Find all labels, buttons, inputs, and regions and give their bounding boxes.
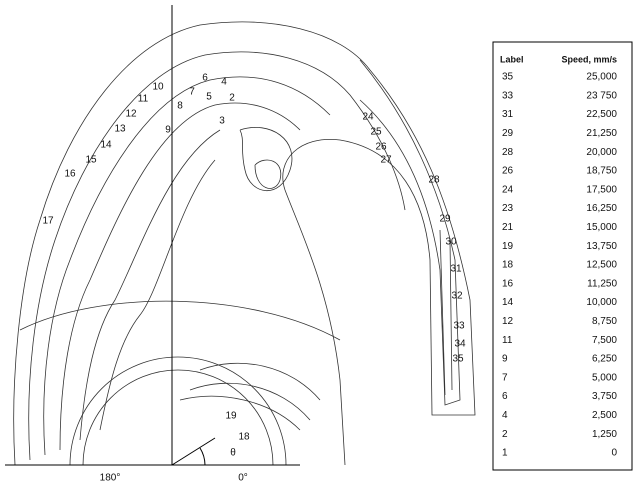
table-cell: 4 [502, 410, 508, 421]
contour-label: 3 [219, 116, 225, 127]
contour-drawing [5, 5, 476, 466]
table-cell: 16 [502, 278, 514, 289]
table-cell: 29 [502, 128, 514, 139]
table-cell: 23 [502, 203, 514, 214]
contour-label: 12 [125, 109, 137, 120]
table-cell: 2,500 [592, 410, 617, 421]
table-cell: 33 [502, 90, 514, 101]
angle-ray [171, 437, 216, 466]
angle-arc [199, 447, 206, 466]
table-cell: 5,000 [592, 372, 617, 383]
table-cell: 6,250 [592, 354, 617, 365]
table-cell: 9 [502, 354, 508, 365]
table-cell: 20,000 [586, 147, 617, 158]
contour-label: 31 [450, 264, 462, 275]
contour-label: 19 [225, 411, 237, 422]
contour-label: 32 [451, 291, 463, 302]
table-cell: 12 [502, 316, 514, 327]
table-cell: 21,250 [586, 128, 617, 139]
table-cell: 18,750 [586, 166, 617, 177]
table-cell: 1 [502, 448, 508, 459]
contour-label: 16 [64, 169, 76, 180]
contour-label: 28 [428, 175, 440, 186]
contour-label: 30 [445, 237, 457, 248]
contour-label: 26 [375, 142, 387, 153]
table-cell: 16,250 [586, 203, 617, 214]
contour-label: 24 [362, 112, 374, 123]
table-cell: 17,500 [586, 184, 617, 195]
table-cell: 21 [502, 222, 514, 233]
contour-label: 10 [152, 82, 164, 93]
table-cell: 26 [502, 166, 514, 177]
contour-label: 6 [202, 73, 208, 84]
table-cell: 11 [502, 335, 513, 346]
angle-label: 0° [238, 473, 248, 484]
table-cell: 28 [502, 147, 514, 158]
table-header: Speed, mm/s [561, 54, 617, 64]
impeller-arc [82, 369, 274, 466]
contour-label: 15 [85, 155, 97, 166]
table-cell: 8,750 [592, 316, 617, 327]
table-cell: 11,250 [587, 278, 617, 289]
contour-label: 14 [100, 140, 112, 151]
contour-label: 25 [370, 127, 382, 138]
contour-label: 5 [206, 92, 212, 103]
table-cell: 1,250 [592, 429, 617, 440]
angle-label: 180° [100, 473, 121, 484]
contour-label: 4 [221, 77, 227, 88]
table-cell: 7 [502, 372, 508, 383]
table-cell: 2 [502, 429, 508, 440]
table-cell: 25,000 [586, 72, 617, 83]
table-cell: 22,500 [586, 109, 617, 120]
table-cell: 35 [502, 72, 514, 83]
contour-label: 11 [138, 94, 149, 105]
contour-label: 33 [453, 321, 465, 332]
table-header: Label [500, 54, 524, 64]
table-cell: 12,500 [586, 260, 617, 271]
table-cell: 15,000 [586, 222, 617, 233]
contour-label: 13 [114, 124, 126, 135]
table-cell: 0 [611, 448, 617, 459]
legend-table [492, 41, 633, 471]
table-cell: 7,500 [592, 335, 617, 346]
table-cell: 19 [502, 241, 514, 252]
contour-label: 34 [454, 339, 466, 350]
table-cell: 24 [502, 184, 514, 195]
table-cell: 10,000 [586, 297, 617, 308]
table-cell: 31 [502, 109, 514, 120]
table-cell: 14 [502, 297, 514, 308]
contour-label: 2 [229, 93, 235, 104]
contour-label: 7 [189, 87, 195, 98]
contour-label: 35 [452, 354, 464, 365]
table-cell: 23 750 [586, 90, 617, 101]
table-cell: 6 [502, 391, 508, 402]
table-cell: 18 [502, 260, 514, 271]
contour-label: 9 [165, 125, 171, 136]
table-cell: 13,750 [586, 241, 617, 252]
contour-label: 8 [177, 101, 183, 112]
theta-label: θ [230, 448, 236, 459]
contour-label: 18 [238, 432, 250, 443]
contour-label: 27 [380, 155, 392, 166]
table-cell: 3,750 [592, 391, 617, 402]
contour-label: 17 [42, 216, 54, 227]
contour-label: 29 [439, 214, 451, 225]
housing-outline [13, 21, 476, 466]
